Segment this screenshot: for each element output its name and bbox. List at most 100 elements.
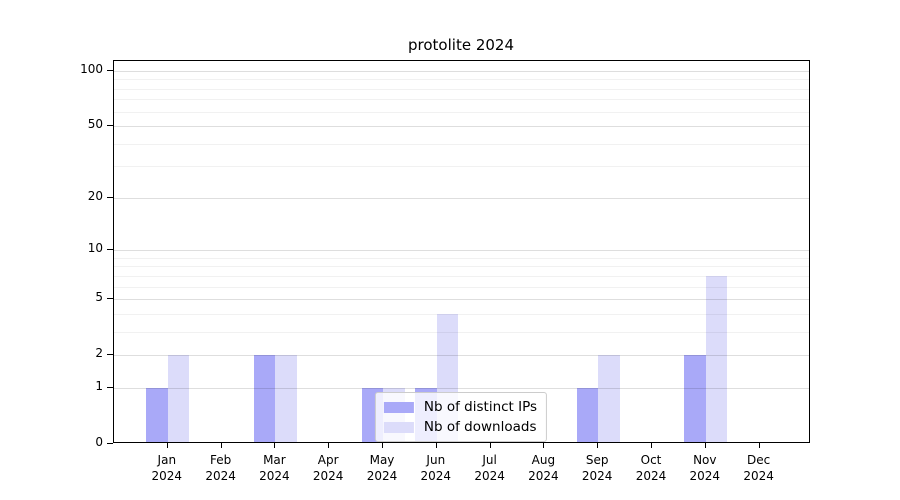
- minor-gridline: [114, 331, 809, 333]
- bar-downloads: [275, 355, 297, 442]
- x-tick-month: May: [369, 453, 395, 467]
- major-gridline: [114, 250, 809, 252]
- x-tick-label: Oct 2024: [621, 452, 681, 484]
- y-tick-label: 10: [87, 241, 103, 256]
- bar-downloads: [167, 355, 190, 442]
- x-tick-mark: [382, 443, 383, 448]
- x-tick-label: Feb 2024: [191, 452, 251, 484]
- y-tick-mark: [107, 125, 113, 127]
- minor-gridline: [114, 111, 809, 113]
- bar-distinct-ips: [146, 387, 168, 442]
- x-tick-month: Sep: [585, 453, 609, 467]
- minor-gridline: [114, 286, 809, 288]
- x-tick-year: 2024: [312, 469, 344, 483]
- bar-downloads: [705, 275, 728, 442]
- minor-gridline: [114, 88, 809, 90]
- x-tick-year: 2024: [474, 469, 505, 483]
- x-tick-label: Aug 2024: [513, 452, 573, 484]
- y-tick-label: 50: [87, 117, 103, 132]
- x-tick-mark: [597, 443, 599, 448]
- legend-label-downloads: Nb of downloads: [423, 419, 537, 435]
- minor-gridline: [114, 166, 809, 168]
- legend-swatch-distinct-ips: [383, 401, 414, 413]
- minor-gridline: [114, 79, 809, 81]
- x-tick-year: 2024: [581, 469, 613, 483]
- legend-row-distinct-ips: Nb of distinct IPs: [383, 399, 538, 415]
- minor-gridline: [114, 257, 809, 259]
- x-tick-mark: [543, 443, 545, 448]
- y-tick-label: 20: [87, 188, 103, 203]
- x-tick-month: Dec: [746, 453, 771, 467]
- y-tick-mark: [107, 386, 113, 388]
- y-tick-mark: [107, 249, 113, 251]
- y-tick-mark: [107, 298, 113, 300]
- x-tick-month: Jul: [482, 453, 497, 467]
- x-tick-month: Oct: [640, 453, 662, 467]
- legend: Nb of distinct IPs Nb of downloads: [374, 392, 548, 442]
- x-tick-year: 2024: [528, 469, 559, 483]
- x-tick-year: 2024: [205, 469, 236, 483]
- bar-distinct-ips: [684, 355, 706, 442]
- chart-title: protolite 2024: [408, 36, 514, 54]
- major-gridline: [114, 355, 809, 357]
- x-tick-mark: [328, 443, 330, 448]
- minor-gridline: [114, 99, 809, 101]
- x-tick-label: Nov 2024: [675, 452, 735, 484]
- x-tick-label: Apr 2024: [298, 452, 358, 484]
- minor-gridline: [114, 266, 809, 268]
- x-tick-mark: [435, 443, 437, 448]
- legend-row-downloads: Nb of downloads: [383, 419, 537, 435]
- x-tick-year: 2024: [151, 469, 183, 483]
- x-tick-year: 2024: [259, 469, 290, 483]
- x-tick-month: Nov: [693, 453, 717, 467]
- minor-gridline: [114, 275, 809, 277]
- x-tick-label: Jul 2024: [460, 452, 520, 484]
- x-tick-month: Jun: [426, 453, 446, 467]
- y-tick-label: 5: [95, 290, 103, 305]
- x-tick-year: 2024: [635, 469, 667, 483]
- plot-area: [113, 60, 810, 443]
- bar-distinct-ips: [253, 355, 276, 442]
- x-tick-mark: [704, 443, 706, 448]
- x-tick-mark: [489, 443, 491, 448]
- x-tick-mark: [651, 443, 652, 448]
- y-tick-mark: [107, 70, 113, 71]
- x-tick-mark: [274, 443, 276, 448]
- x-tick-mark: [166, 443, 168, 448]
- y-tick-label: 2: [95, 346, 103, 361]
- x-tick-year: 2024: [366, 469, 398, 483]
- y-tick-label: 1: [95, 378, 103, 393]
- y-tick-mark: [107, 443, 113, 444]
- major-gridline: [114, 197, 809, 199]
- x-tick-label: Dec 2024: [729, 452, 789, 484]
- major-gridline: [114, 126, 809, 128]
- legend-label-distinct-ips: Nb of distinct IPs: [423, 399, 538, 415]
- y-tick-label: 100: [80, 62, 103, 76]
- x-tick-mark: [758, 443, 760, 448]
- legend-swatch-downloads: [383, 421, 414, 433]
- x-tick-year: 2024: [420, 469, 452, 483]
- major-gridline: [114, 387, 809, 389]
- x-tick-label: May 2024: [352, 452, 412, 484]
- x-tick-month: Mar: [263, 453, 286, 467]
- x-tick-month: Feb: [209, 453, 232, 467]
- x-tick-year: 2024: [689, 469, 721, 483]
- x-tick-year: 2024: [743, 469, 774, 483]
- bar-distinct-ips: [576, 387, 599, 442]
- x-tick-label: Sep 2024: [567, 452, 627, 484]
- bar-downloads: [598, 355, 620, 442]
- x-tick-label: Jan 2024: [137, 452, 197, 484]
- y-tick-mark: [107, 354, 113, 356]
- x-tick-label: Mar 2024: [244, 452, 304, 484]
- x-tick-month: Jan: [157, 453, 177, 467]
- x-tick-month: Aug: [531, 453, 556, 467]
- y-tick-label: 0: [95, 435, 103, 449]
- major-gridline: [114, 299, 809, 301]
- minor-gridline: [114, 313, 809, 315]
- major-gridline: [114, 71, 809, 72]
- x-tick-month: Apr: [317, 453, 339, 467]
- x-tick-mark: [220, 443, 222, 448]
- minor-gridline: [114, 143, 809, 145]
- x-tick-label: Jun 2024: [406, 452, 466, 484]
